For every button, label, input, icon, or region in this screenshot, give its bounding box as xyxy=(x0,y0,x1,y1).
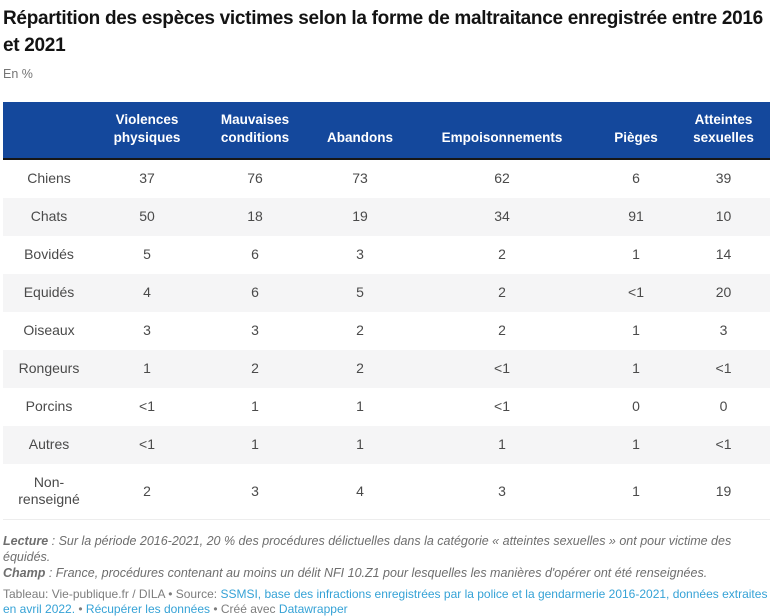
cell: 3 xyxy=(143,322,151,338)
unit-label: En % xyxy=(3,67,33,81)
row-label: Chiens xyxy=(27,170,71,186)
cell: 1 xyxy=(143,360,151,376)
table-row: Porcins <1 1 1 <1 0 0 xyxy=(3,388,770,426)
cell: 19 xyxy=(352,208,368,224)
header-row: Violences physiques Mauvaises conditions A… xyxy=(3,102,770,160)
row-label: Porcins xyxy=(25,398,73,414)
cell: 2 xyxy=(143,482,151,499)
table-row: Bovidés 5 6 3 2 1 14 xyxy=(3,236,770,274)
note-champ: Champ : France, procédures contenant au … xyxy=(3,565,770,581)
cell: 73 xyxy=(352,170,368,186)
page-title: Répartition des espèces victimes selon l… xyxy=(3,8,763,56)
row-label: Autres xyxy=(28,436,70,452)
cell: 1 xyxy=(356,436,364,452)
cell: <1 xyxy=(494,398,510,414)
corner-cell xyxy=(3,102,95,160)
column-header: Violences physiques xyxy=(95,102,199,160)
column-header: Mauvaises conditions xyxy=(199,102,311,160)
cell: 1 xyxy=(632,482,640,499)
cell: 39 xyxy=(715,170,732,186)
note-lecture: Lecture : Sur la période 2016-2021, 20 %… xyxy=(3,533,770,565)
cell: 3 xyxy=(719,322,728,338)
cell: 1 xyxy=(632,322,640,338)
note-champ-label: Champ xyxy=(3,566,46,580)
attribution-separator: • xyxy=(75,601,86,616)
cell: 76 xyxy=(247,170,263,186)
table-row: Chiens 37 76 73 62 6 39 xyxy=(3,159,770,198)
row-label: Chats xyxy=(30,208,68,224)
cell: 6 xyxy=(251,284,259,300)
cell: 6 xyxy=(632,170,640,186)
cell: 1 xyxy=(251,436,259,452)
cell: 2 xyxy=(356,322,364,338)
cell: 91 xyxy=(628,208,644,224)
row-label: Bovidés xyxy=(24,246,74,262)
cell: 34 xyxy=(494,208,510,224)
table-row: Autres <1 1 1 1 1 <1 xyxy=(3,426,770,464)
cell: 5 xyxy=(143,246,151,262)
attribution-line: Tableau: Vie-publique.fr / DILA • Source… xyxy=(3,587,769,616)
cell: <1 xyxy=(139,436,155,452)
column-header: Empoisonnements xyxy=(409,102,595,160)
cell: <1 xyxy=(715,436,732,452)
cell: 0 xyxy=(719,398,728,414)
table-row: Equidés 4 6 5 2 <1 20 xyxy=(3,274,770,312)
cell: 5 xyxy=(356,284,364,300)
cell: 1 xyxy=(498,436,506,452)
cell: <1 xyxy=(715,360,732,376)
table-row: Rongeurs 1 2 2 <1 1 <1 xyxy=(3,350,770,388)
note-lecture-label: Lecture xyxy=(3,534,49,548)
cell: 1 xyxy=(356,398,364,414)
cell: 2 xyxy=(498,284,506,300)
row-label: Non-renseigné xyxy=(18,474,80,507)
cell: 14 xyxy=(715,246,732,262)
cell: 2 xyxy=(498,322,506,338)
cell: 3 xyxy=(356,246,364,262)
row-label: Rongeurs xyxy=(18,360,80,376)
cell: 1 xyxy=(251,398,259,414)
cell: <1 xyxy=(494,360,510,376)
cell: 10 xyxy=(715,208,732,224)
column-header: Atteintes sexuelles xyxy=(677,102,770,160)
cell: 1 xyxy=(632,246,640,262)
cell: <1 xyxy=(628,284,644,300)
cell: 1 xyxy=(632,436,640,452)
cell: 2 xyxy=(356,360,364,376)
cell: 20 xyxy=(715,284,732,300)
footnotes: Lecture : Sur la période 2016-2021, 20 %… xyxy=(3,533,770,581)
table-row: Oiseaux 3 3 2 2 1 3 xyxy=(3,312,770,350)
cell: 3 xyxy=(251,482,259,499)
cell: 6 xyxy=(251,246,259,262)
cell: <1 xyxy=(139,398,155,414)
table-body: Chiens 37 76 73 62 6 39 Chats 50 18 19 34 91 10 Bovidé… xyxy=(3,159,770,520)
row-label: Equidés xyxy=(23,284,75,300)
cell: 1 xyxy=(632,360,640,376)
attribution-created-with: • Créé avec xyxy=(210,601,279,616)
cell: 62 xyxy=(494,170,510,186)
cell: 3 xyxy=(251,322,259,338)
cell: 50 xyxy=(139,208,155,224)
column-header: Pièges xyxy=(595,102,677,160)
cell: 0 xyxy=(632,398,640,414)
cell: 4 xyxy=(143,284,151,300)
datawrapper-link[interactable]: Datawrapper xyxy=(278,601,348,616)
cell: 37 xyxy=(139,170,155,186)
cell: 2 xyxy=(251,360,259,376)
note-lecture-text: : Sur la période 2016-2021, 20 % des pro… xyxy=(3,534,732,564)
cell: 4 xyxy=(356,482,364,499)
table-header: Violences physiques Mauvaises conditions A… xyxy=(3,102,770,160)
cell: 3 xyxy=(498,482,506,499)
table-row: Chats 50 18 19 34 91 10 xyxy=(3,198,770,236)
column-header: Abandons xyxy=(311,102,409,160)
data-table: Violences physiques Mauvaises conditions A… xyxy=(3,102,770,520)
note-champ-text: : France, procédures contenant au moins … xyxy=(45,566,708,580)
attribution-prefix: Tableau: Vie-publique.fr / DILA • Source… xyxy=(3,587,221,601)
row-label: Oiseaux xyxy=(23,322,75,338)
cell: 2 xyxy=(498,246,506,262)
cell: 18 xyxy=(247,208,263,224)
cell: 19 xyxy=(715,482,732,499)
table-row: Non-renseigné 2 3 4 3 1 19 xyxy=(3,464,770,520)
get-data-link[interactable]: Récupérer les données xyxy=(85,601,210,616)
